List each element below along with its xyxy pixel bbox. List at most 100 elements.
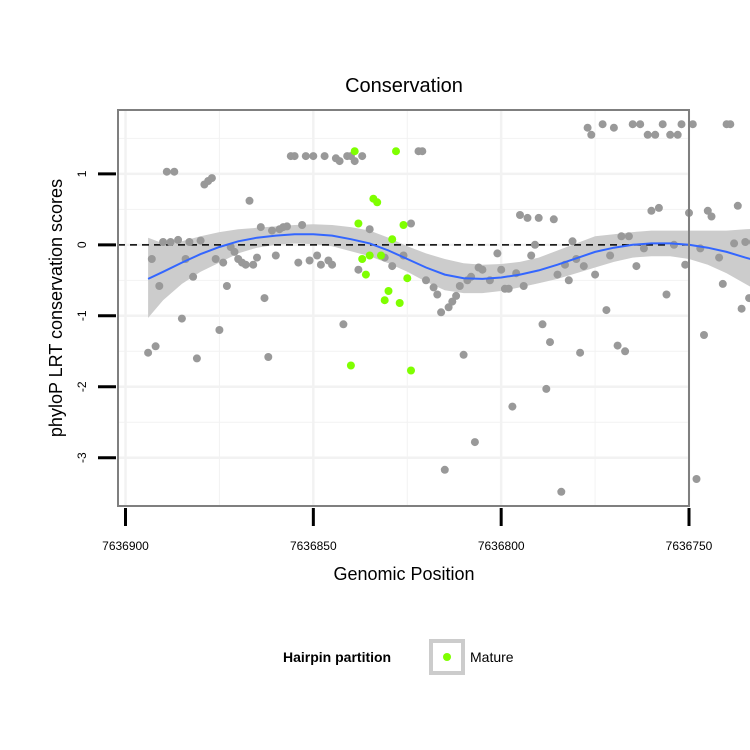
- data-point-other: [189, 272, 198, 281]
- data-point-mature: [365, 251, 374, 260]
- x-tick-label: 7636800: [478, 539, 525, 553]
- data-point-other: [418, 147, 427, 156]
- legend-label-mature: Mature: [470, 649, 514, 665]
- data-point-other: [170, 167, 179, 176]
- data-point-mature: [377, 251, 385, 260]
- data-point-other: [531, 240, 539, 249]
- data-point-other: [256, 223, 265, 232]
- legend: Hairpin partition Mature: [283, 639, 514, 675]
- data-point-other: [177, 314, 186, 323]
- data-point-other: [568, 237, 577, 246]
- data-point-other: [459, 350, 468, 359]
- data-point-other: [707, 212, 716, 221]
- data-point-other: [260, 294, 269, 303]
- data-point-other: [313, 251, 322, 260]
- data-point-other: [613, 341, 622, 350]
- data-point-other: [339, 320, 348, 329]
- data-point-mature: [373, 198, 382, 207]
- data-point-other: [294, 258, 303, 267]
- data-point-mature: [395, 299, 404, 307]
- data-point-other: [662, 290, 671, 299]
- data-point-other: [497, 265, 506, 274]
- data-point-other: [654, 203, 663, 212]
- data-point-other: [741, 238, 750, 246]
- data-point-other: [673, 130, 682, 139]
- data-point-other: [350, 157, 359, 166]
- data-point-other: [624, 232, 633, 241]
- x-axis: 7636900 7636850 7636800 7636750: [102, 508, 713, 553]
- data-point-other: [692, 475, 701, 483]
- data-point-other: [335, 157, 344, 166]
- data-point-other: [745, 294, 750, 303]
- data-point-other: [437, 308, 446, 317]
- data-point-mature: [407, 366, 415, 375]
- data-point-other: [598, 120, 607, 129]
- data-point-other: [455, 282, 464, 290]
- data-point-other: [617, 232, 626, 241]
- data-point-other: [147, 255, 156, 263]
- data-point-other: [245, 196, 254, 205]
- data-point-other: [222, 282, 231, 290]
- data-point-other: [557, 487, 566, 496]
- data-point-other: [301, 152, 310, 161]
- data-point-mature: [350, 147, 359, 156]
- data-point-other: [211, 255, 220, 263]
- data-point-other: [718, 279, 727, 288]
- data-point-other: [309, 152, 318, 161]
- data-point-mature: [384, 287, 393, 295]
- y-tick-label: 0: [75, 241, 89, 248]
- data-point-other: [504, 284, 513, 293]
- data-point-other: [602, 306, 611, 315]
- data-point-other: [534, 213, 543, 222]
- data-point-mature: [346, 361, 355, 370]
- data-point-other: [470, 438, 479, 447]
- data-point-other: [316, 260, 325, 269]
- data-point-other: [174, 235, 183, 244]
- data-point-other: [546, 338, 554, 347]
- data-point-other: [166, 238, 175, 246]
- data-point-other: [283, 222, 291, 231]
- data-point-other: [268, 226, 276, 235]
- data-point-other: [519, 282, 528, 290]
- data-point-other: [516, 211, 524, 219]
- x-axis-title: Genomic Position: [333, 564, 474, 584]
- data-point-other: [433, 290, 442, 299]
- smooth-trend-line: [147, 233, 750, 280]
- data-point-other: [666, 130, 675, 139]
- data-point-other: [271, 251, 280, 260]
- data-point-other: [677, 120, 686, 129]
- data-point-other: [606, 251, 615, 260]
- data-point-other: [448, 297, 457, 306]
- data-point-other: [467, 272, 476, 281]
- y-tick-label: 1: [75, 170, 89, 177]
- data-point-other: [538, 320, 547, 329]
- data-point-other: [549, 215, 558, 224]
- data-point-other: [737, 304, 746, 313]
- data-point-other: [651, 130, 660, 139]
- confidence-ribbon: [148, 224, 750, 318]
- data-point-other: [493, 249, 502, 258]
- data-point-other: [647, 206, 656, 215]
- data-point-other: [587, 130, 596, 139]
- data-point-other: [658, 120, 667, 129]
- data-point-other: [579, 262, 588, 271]
- data-point-other: [636, 120, 645, 129]
- data-point-other: [681, 260, 690, 269]
- data-point-other: [196, 236, 205, 245]
- data-point-other: [576, 348, 585, 357]
- data-point-other: [733, 201, 742, 210]
- data-point-mature: [399, 221, 408, 229]
- data-point-other: [643, 130, 652, 139]
- data-point-other: [609, 123, 618, 132]
- data-point-other: [159, 238, 168, 246]
- y-axis-title: phyloP LRT conservation scores: [46, 179, 66, 437]
- data-point-other: [564, 276, 573, 285]
- data-point-other: [298, 221, 307, 229]
- data-point-mature: [392, 147, 400, 156]
- data-point-other: [328, 260, 337, 269]
- y-tick-label: -1: [75, 310, 89, 321]
- data-point-mature: [354, 219, 363, 228]
- data-point-mature: [358, 255, 367, 263]
- data-point-other: [730, 239, 739, 248]
- plot-panel: [117, 109, 750, 507]
